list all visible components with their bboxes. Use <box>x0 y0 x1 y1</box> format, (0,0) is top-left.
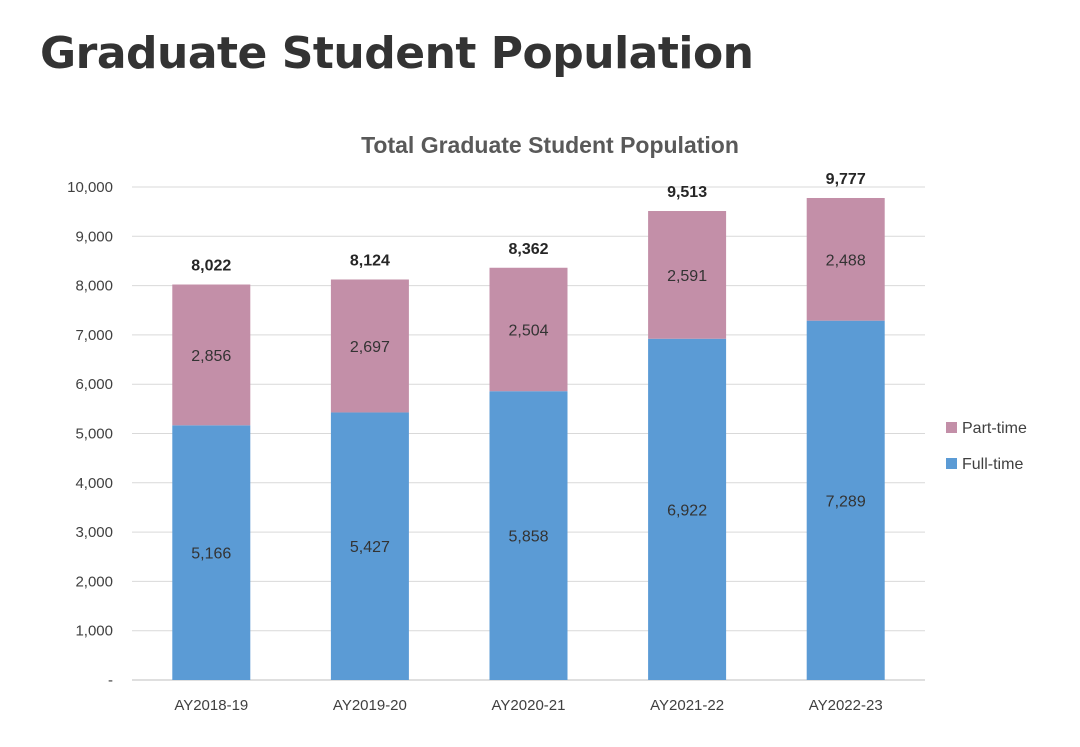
data-label: 5,166 <box>191 546 231 563</box>
legend-label: Part-time <box>962 420 1027 437</box>
data-label: 6,922 <box>667 502 707 519</box>
y-tick-label: 10,000 <box>67 179 113 196</box>
y-tick-label: 4,000 <box>75 475 113 492</box>
total-label: 9,513 <box>667 184 707 201</box>
legend-label: Full-time <box>962 456 1023 473</box>
legend-item: Full-time <box>946 456 1023 473</box>
x-tick-label: AY2020-21 <box>492 697 566 714</box>
legend-swatch <box>946 422 957 433</box>
chart-title: Total Graduate Student Population <box>361 132 739 158</box>
bar-segment-part-time <box>648 211 727 339</box>
chart-container: Total Graduate Student Population - 1,000… <box>0 110 1080 747</box>
bar-stack: 5,427 2,697 8,124 <box>330 252 409 680</box>
x-tick-label: AY2018-19 <box>174 697 248 714</box>
total-label: 8,022 <box>191 258 231 275</box>
bar-segment-full-time <box>806 320 885 680</box>
y-tick-label: 5,000 <box>75 426 113 443</box>
y-tick-label: 9,000 <box>75 228 113 245</box>
legend: Part-time Full-time <box>946 420 1027 473</box>
bar-stack: 5,166 2,856 8,022 <box>172 258 251 680</box>
data-label: 5,858 <box>508 529 548 546</box>
legend-swatch <box>946 458 957 469</box>
stacked-bar-chart: Total Graduate Student Population - 1,000… <box>67 132 1027 714</box>
y-tick-label: 6,000 <box>75 376 113 393</box>
total-label: 8,362 <box>508 241 548 258</box>
bar-segment-part-time <box>330 279 409 413</box>
data-label: 2,488 <box>826 252 866 269</box>
bar-segment-full-time <box>489 391 568 680</box>
bar-segment-part-time <box>172 284 251 426</box>
page-heading: Graduate Student Population <box>40 28 754 79</box>
y-tick-label: 7,000 <box>75 327 113 344</box>
total-label: 9,777 <box>826 171 866 188</box>
bar-stack: 6,922 2,591 9,513 <box>648 184 727 680</box>
data-label: 2,856 <box>191 348 231 365</box>
total-label: 8,124 <box>350 252 390 269</box>
data-label: 7,289 <box>826 493 866 510</box>
bars: 5,166 2,856 8,022 5,427 2,697 8,124 5,858 2,504… <box>172 171 885 680</box>
bar-segment-full-time <box>648 338 727 680</box>
x-tick-label: AY2022-23 <box>809 697 883 714</box>
data-label: 2,504 <box>508 322 548 339</box>
bar-segment-full-time <box>172 425 251 680</box>
y-tick-label: 2,000 <box>75 573 113 590</box>
data-label: 5,427 <box>350 539 390 556</box>
y-axis-ticks: - 1,000 2,000 3,000 4,000 5,000 6,000 7,000 8,00… <box>67 179 113 689</box>
y-tick-label: - <box>108 672 113 689</box>
bar-stack: 7,289 2,488 9,777 <box>806 171 885 680</box>
y-tick-label: 8,000 <box>75 278 113 295</box>
x-tick-label: AY2019-20 <box>333 697 407 714</box>
bar-segment-part-time <box>489 267 568 392</box>
legend-item: Part-time <box>946 420 1027 437</box>
x-tick-label: AY2021-22 <box>650 697 724 714</box>
x-axis-ticks: AY2018-19 AY2019-20 AY2020-21 AY2021-22 AY20… <box>174 697 882 714</box>
bar-segment-full-time <box>330 412 409 680</box>
y-tick-label: 3,000 <box>75 524 113 541</box>
bar-stack: 5,858 2,504 8,362 <box>489 241 568 680</box>
bar-segment-part-time <box>806 197 885 321</box>
data-label: 2,697 <box>350 339 390 356</box>
y-tick-label: 1,000 <box>75 623 113 640</box>
data-label: 2,591 <box>667 268 707 285</box>
